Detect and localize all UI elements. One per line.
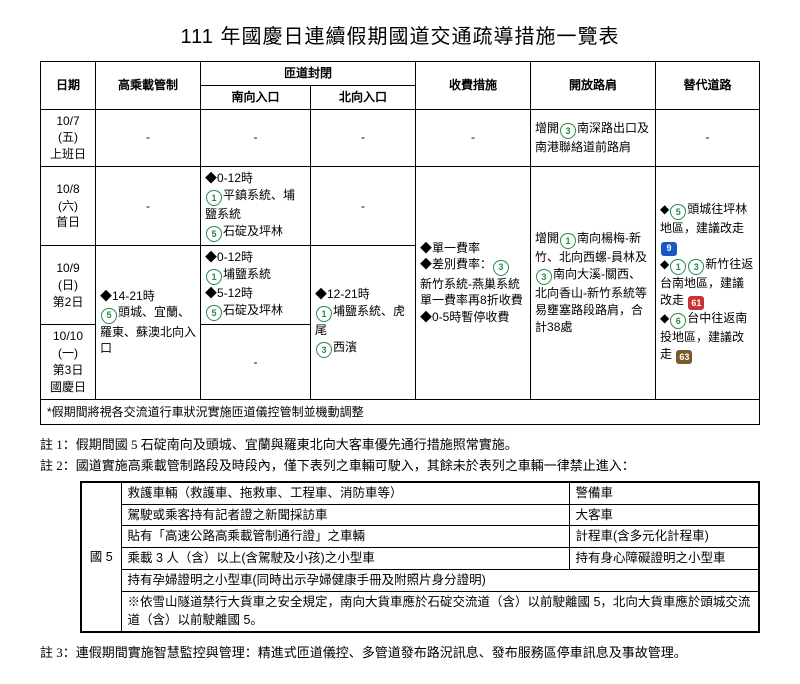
cell: 計程車(含多元化計程車) — [569, 526, 759, 548]
cell: ◆0-12時 1埔鹽系統 ◆5-12時 5石碇及坪林 — [201, 246, 311, 325]
shield-icon: 61 — [688, 296, 704, 310]
shield-icon: 5 — [101, 308, 117, 324]
hdr-toll: 收費措施 — [416, 62, 531, 110]
shield-icon: 3 — [536, 269, 552, 285]
cell: 持有孕婦證明之小型車(同時出示孕婦健康手冊及附照片身分證明) — [121, 569, 759, 591]
note-label: 註 1： — [40, 435, 76, 456]
cell: 大客車 — [569, 504, 759, 526]
cell: - — [201, 109, 311, 166]
cell: - — [416, 109, 531, 166]
cell: ◆0-12時 1平鎮系統、埔鹽系統 5石碇及坪林 — [201, 166, 311, 245]
note-body: 連假期間實施智慧監控與管理：精進式匝道儀控、多管道發布路況訊息、發布服務區停車訊… — [76, 643, 760, 664]
cell: - — [311, 166, 416, 245]
hdr-date: 日期 — [41, 62, 96, 110]
cell: ◆單一費率 ◆差別費率：3 新竹系統-燕巢系統單一費率再8折收費 ◆0-5時暫停… — [416, 166, 531, 399]
shield-icon: 5 — [206, 305, 222, 321]
date-cell: 10/8(六)首日 — [41, 166, 96, 245]
shield-icon: 3 — [493, 260, 509, 276]
date-cell: 10/9(日)第2日 — [41, 246, 96, 325]
cell: 增開3南深路出口及南港聯絡道前路肩 — [531, 109, 656, 166]
shield-icon: 5 — [206, 226, 222, 242]
note-label: 註 3： — [40, 643, 76, 664]
cell: - — [311, 109, 416, 166]
cell: ◆14-21時 5頭城、宜蘭、羅東、蘇澳北向入口 — [96, 246, 201, 399]
shield-icon: 3 — [316, 342, 332, 358]
table-row: 10/7(五)上班日 - - - - 增開3南深路出口及南港聯絡道前路肩 - — [41, 109, 760, 166]
hdr-ramp: 匝道封閉 — [201, 62, 416, 86]
cell: 救護車輛（救護車、拖救車、工程車、消防車等） — [121, 482, 569, 504]
cell: - — [656, 109, 760, 166]
allow-side: 國 5 — [81, 482, 121, 632]
notes-section-2: 註 3： 連假期間實施智慧監控與管理：精進式匝道儀控、多管道發布路況訊息、發布服… — [40, 643, 760, 664]
table-row: 10/8(六)首日 - ◆0-12時 1平鎮系統、埔鹽系統 5石碇及坪林 - ◆… — [41, 166, 760, 245]
date-cell: 10/10(一)第3日國慶日 — [41, 325, 96, 399]
hdr-ramp-north: 北向入口 — [311, 85, 416, 109]
notes-section: 註 1： 假期間國 5 石碇南向及頭城、宜蘭與羅東北向大客車優先通行措施照常實施… — [40, 435, 760, 477]
cell: 駕駛或乘客持有記者證之新聞採訪車 — [121, 504, 569, 526]
cell: - — [201, 325, 311, 399]
hdr-alt: 替代道路 — [656, 62, 760, 110]
shield-icon: 1 — [560, 233, 576, 249]
date-cell: 10/7(五)上班日 — [41, 109, 96, 166]
cell: 乘載 3 人（含）以上(含駕駛及小孩)之小型車 — [121, 548, 569, 570]
note-1: 註 1： 假期間國 5 石碇南向及頭城、宜蘭與羅東北向大客車優先通行措施照常實施… — [40, 435, 760, 456]
shield-icon: 1 — [670, 259, 686, 275]
page-title: 111 年國慶日連續假期國道交通疏導措施一覽表 — [40, 20, 760, 49]
cell: 持有身心障礙證明之小型車 — [569, 548, 759, 570]
shield-icon: 1 — [316, 306, 332, 322]
cell: 貼有「高速公路高乘載管制通行證」之車輛 — [121, 526, 569, 548]
shield-icon: 9 — [661, 242, 677, 256]
note-2: 註 2： 國道實施高乘載管制路段及時段內，僅下表列之車輛可駛入，其餘未於表列之車… — [40, 456, 760, 477]
cell: - — [96, 166, 201, 245]
shield-icon: 63 — [676, 350, 692, 364]
shield-icon: 1 — [206, 190, 222, 206]
shield-icon: 3 — [688, 259, 704, 275]
note-body: 假期間國 5 石碇南向及頭城、宜蘭與羅東北向大客車優先通行措施照常實施。 — [76, 435, 760, 456]
hdr-shoulder: 開放路肩 — [531, 62, 656, 110]
cell: ※依雪山隧道禁行大貨車之安全規定，南向大貨車應於石碇交流道（含）以前駛離國 5，… — [121, 591, 759, 632]
cell: 警備車 — [569, 482, 759, 504]
cell: ◆5頭城往坪林地區，建議改走 9 ◆13新竹往返台南地區，建議改走 61 ◆6台… — [656, 166, 760, 399]
cell: 增開1南向楊梅-新竹、北向西螺-員林及 3南向大溪-關西、北向香山-新竹系統等易… — [531, 166, 656, 399]
main-table: 日期 高乘載管制 匝道封閉 收費措施 開放路肩 替代道路 南向入口 北向入口 1… — [40, 61, 760, 425]
allowed-vehicles-table: 國 5 救護車輛（救護車、拖救車、工程車、消防車等）警備車 駕駛或乘客持有記者證… — [80, 481, 760, 633]
shield-icon: 1 — [206, 269, 222, 285]
cell: ◆12-21時 1埔鹽系統、虎尾 3西濱 — [311, 246, 416, 399]
footnote-cell: *假期間將視各交流道行車狀況實施匝道儀控管制並機動調整 — [41, 399, 760, 425]
shield-icon: 3 — [560, 123, 576, 139]
cell: - — [96, 109, 201, 166]
note-body: 國道實施高乘載管制路段及時段內，僅下表列之車輛可駛入，其餘未於表列之車輛一律禁止… — [76, 456, 760, 477]
shield-icon: 5 — [670, 204, 686, 220]
hdr-hov: 高乘載管制 — [96, 62, 201, 110]
shield-icon: 6 — [670, 313, 686, 329]
note-label: 註 2： — [40, 456, 76, 477]
hdr-ramp-south: 南向入口 — [201, 85, 311, 109]
note-3: 註 3： 連假期間實施智慧監控與管理：精進式匝道儀控、多管道發布路況訊息、發布服… — [40, 643, 760, 664]
table-footnote: *假期間將視各交流道行車狀況實施匝道儀控管制並機動調整 — [41, 399, 760, 425]
